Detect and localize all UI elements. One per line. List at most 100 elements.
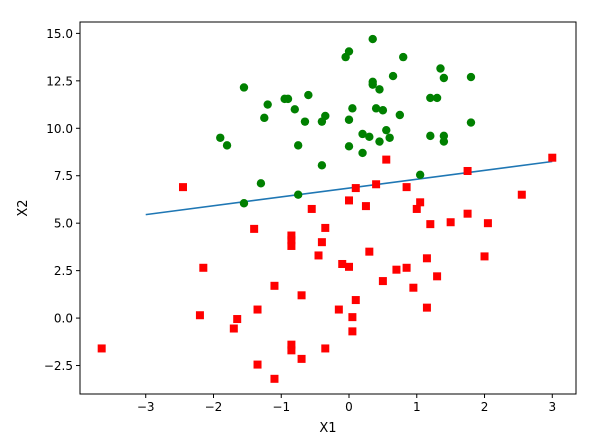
square-marker [463,166,472,175]
circle-marker [371,104,381,113]
x-tick-label: 2 [481,400,489,414]
y-tick-label: 12.5 [46,74,73,88]
square-marker [422,303,431,312]
y-tick-label: 15.0 [46,27,73,41]
square-marker [345,196,354,205]
y-tick-label: 2.5 [54,264,73,278]
circle-marker [344,115,354,124]
circle-marker [348,104,357,113]
data-points [97,34,557,383]
square-marker [334,305,343,314]
y-axis-label: X2 [16,199,31,216]
square-marker [297,291,306,300]
square-marker [270,374,279,383]
circle-marker [395,110,405,120]
circle-marker [293,190,303,199]
square-marker [426,220,435,229]
square-marker [229,324,238,333]
square-marker [287,236,296,245]
circle-marker [344,47,354,56]
circle-marker [239,83,249,92]
square-marker [321,344,330,353]
circle-marker [382,125,391,135]
circle-marker [321,111,330,121]
square-marker [287,241,296,250]
axes-frame [79,21,577,395]
y-tick-label: 5.0 [54,217,73,231]
circle-marker [239,199,249,208]
circle-marker [388,71,398,81]
circle-marker [260,113,269,123]
circle-marker [216,133,225,142]
circle-marker [426,93,435,103]
circle-marker [263,100,272,109]
circle-marker [358,129,367,139]
circle-marker [222,141,232,150]
x-axis-label: X1 [319,421,336,436]
square-marker [378,277,387,286]
y-tick-label: 7.5 [54,169,73,183]
square-marker [402,183,411,192]
square-marker [351,296,360,305]
square-marker [392,265,401,274]
x-tick-label: −3 [137,400,155,414]
square-marker [317,238,326,247]
square-marker [416,198,425,207]
y-tick-label: −2.5 [44,359,73,373]
circle-marker [378,106,388,115]
square-marker [199,263,208,272]
regression-line [145,160,553,216]
circle-marker [436,64,445,73]
circle-marker [466,118,476,127]
square-marker [433,272,442,281]
circle-marker [466,72,476,82]
square-marker [402,263,411,272]
square-marker [348,327,357,336]
square-marker [314,251,323,260]
square-marker [463,209,472,218]
square-marker [351,184,360,193]
circle-marker [304,90,313,100]
square-marker [287,340,296,349]
circle-marker [368,34,377,44]
circle-marker [415,170,425,179]
square-marker [412,204,421,213]
x-tick-label: 3 [548,400,556,414]
circle-marker [439,73,449,83]
circle-marker [375,85,384,94]
circle-marker [385,133,394,142]
x-tick-label: −1 [272,400,290,414]
square-marker [253,305,262,314]
circle-marker [439,131,449,141]
square-marker [97,344,106,353]
x-axis-ticks: −3 −2 −1 0 1 2 3 [137,394,556,414]
fit-lines [145,160,553,216]
x-tick-label: 1 [413,400,421,414]
circle-marker [283,94,293,104]
square-marker [178,183,187,192]
square-marker [548,153,557,162]
square-marker [287,346,296,355]
square-marker [195,311,204,320]
square-marker [250,224,259,233]
square-marker [270,281,279,290]
square-marker [517,190,526,199]
square-marker [321,223,330,232]
square-marker [345,262,354,271]
circle-marker [432,93,442,103]
circle-marker [317,161,327,170]
plot-area [80,22,576,394]
square-marker [483,219,492,228]
square-marker [422,254,431,263]
circle-marker [368,77,377,86]
circle-marker [344,142,354,151]
circle-marker [256,179,266,188]
square-marker [446,218,455,227]
square-marker [365,247,374,256]
circle-marker [358,148,367,158]
square-marker [382,155,391,164]
circle-marker [399,52,408,62]
square-marker [253,360,262,369]
circle-marker [290,105,299,114]
